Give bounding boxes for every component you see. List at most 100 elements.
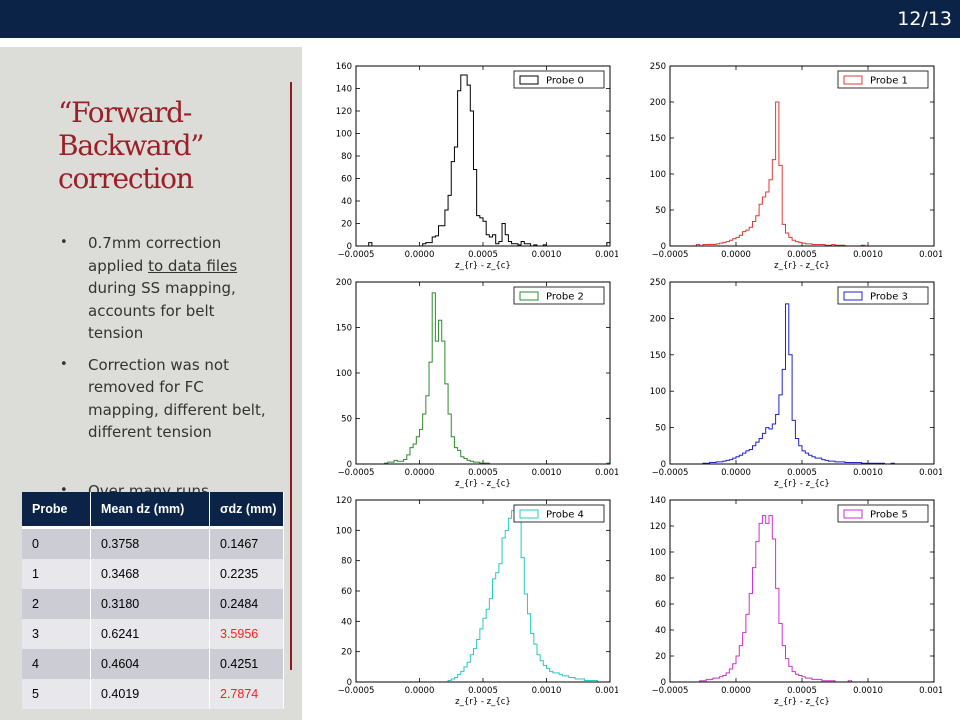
y-tick-label: 100 bbox=[650, 387, 666, 397]
histogram-probe-1: 0 50 100 150 200 250 −0.0005 0.0000 0.0005 0.0010… bbox=[650, 62, 942, 271]
cell-probe: 4 bbox=[22, 649, 91, 679]
y-tick-label: 100 bbox=[336, 526, 352, 536]
y-tick-label: 100 bbox=[336, 369, 352, 379]
header-probe: Probe bbox=[22, 492, 91, 529]
table-row: 0 0.3758 0.1467 bbox=[22, 527, 284, 559]
x-tick-label: 0.0005 bbox=[787, 250, 817, 260]
histogram-series bbox=[670, 101, 934, 247]
x-axis-label: z_{r} - z_{c} bbox=[455, 697, 511, 707]
y-tick-label: 0 bbox=[661, 242, 666, 252]
x-tick-label: −0.0005 bbox=[652, 686, 689, 696]
x-tick-label: −0.0005 bbox=[338, 686, 375, 696]
histogram-series bbox=[670, 303, 934, 465]
cell-sigma: 0.1467 bbox=[209, 527, 284, 559]
legend-swatch bbox=[843, 509, 863, 519]
plot-frame bbox=[669, 499, 935, 683]
cell-sigma: 3.5956 bbox=[209, 619, 284, 649]
y-tick-label: 50 bbox=[655, 424, 666, 434]
x-tick-label: 0.0000 bbox=[405, 250, 435, 260]
cell-probe: 5 bbox=[22, 679, 91, 709]
y-tick-label: 60 bbox=[655, 600, 666, 610]
x-tick-label: −0.0005 bbox=[338, 250, 375, 260]
y-tick-label: 40 bbox=[341, 617, 352, 627]
legend-label: Probe 2 bbox=[546, 292, 584, 303]
y-tick-label: 250 bbox=[650, 278, 666, 288]
cell-sigma: 0.2235 bbox=[209, 559, 284, 589]
x-tick-label: 0.0010 bbox=[853, 686, 883, 696]
cell-sigma: 0.2484 bbox=[209, 589, 284, 619]
y-tick-label: 80 bbox=[341, 557, 352, 567]
legend-swatch bbox=[843, 291, 863, 301]
x-tick-label: 0.0010 bbox=[853, 468, 883, 478]
x-tick-label: 0.0000 bbox=[721, 468, 751, 478]
y-tick-label: 150 bbox=[650, 351, 666, 361]
x-tick-label: 0.0000 bbox=[721, 250, 751, 260]
y-tick-label: 50 bbox=[341, 415, 352, 425]
bullet-text: 0.7mm correction applied bbox=[88, 234, 222, 275]
x-tick-label: 0.0010 bbox=[853, 250, 883, 260]
y-tick-label: 20 bbox=[655, 652, 666, 662]
cell-probe: 1 bbox=[22, 559, 91, 589]
page-number: 12/13 bbox=[897, 8, 952, 30]
y-tick-label: 0 bbox=[661, 460, 666, 470]
cell-mean: 0.4604 bbox=[90, 649, 210, 679]
y-tick-label: 0 bbox=[661, 678, 666, 688]
probe-stats-table: Probe Mean dz (mm) σdz (mm) 0 0.3758 0.1… bbox=[22, 492, 284, 709]
histogram-series bbox=[356, 507, 610, 683]
cell-sigma: 0.4251 bbox=[209, 649, 284, 679]
y-tick-label: 100 bbox=[336, 130, 352, 140]
y-tick-label: 120 bbox=[336, 107, 352, 117]
bullet-list: 0.7mm correction applied to data files d… bbox=[58, 232, 268, 511]
x-axis-label: z_{r} - z_{c} bbox=[774, 479, 830, 489]
bullet-item: 0.7mm correction applied to data files d… bbox=[58, 232, 268, 345]
cell-probe: 2 bbox=[22, 589, 91, 619]
x-tick-label: 0.0005 bbox=[787, 468, 817, 478]
y-tick-label: 60 bbox=[341, 175, 352, 185]
x-axis-label: z_{r} - z_{c} bbox=[774, 261, 830, 271]
cell-mean: 0.3180 bbox=[90, 589, 210, 619]
x-axis-label: z_{r} - z_{c} bbox=[774, 697, 830, 707]
x-axis-label: z_{r} - z_{c} bbox=[455, 479, 511, 489]
histogram-series bbox=[356, 74, 611, 247]
x-tick-label: 0.0005 bbox=[468, 250, 498, 260]
cell-mean: 0.6241 bbox=[90, 619, 210, 649]
bullet-text-continued: during SS mapping, accounts for belt ten… bbox=[88, 279, 236, 342]
cell-mean: 0.3758 bbox=[90, 527, 210, 559]
y-tick-label: 140 bbox=[650, 496, 666, 506]
histogram-series bbox=[356, 292, 611, 465]
y-tick-label: 200 bbox=[650, 98, 666, 108]
y-tick-label: 150 bbox=[336, 324, 352, 334]
x-tick-label: 0.0010 bbox=[532, 250, 562, 260]
x-tick-label: 0.0005 bbox=[468, 686, 498, 696]
histogram-probe-2: 0 50 100 150 200 −0.0005 0.0000 0.0005 0.0010 0.0… bbox=[336, 278, 618, 489]
legend-swatch bbox=[519, 509, 539, 519]
x-tick-label: 0.0000 bbox=[721, 686, 751, 696]
y-tick-label: 120 bbox=[336, 496, 352, 506]
y-tick-label: 20 bbox=[341, 220, 352, 230]
y-tick-label: 40 bbox=[655, 626, 666, 636]
y-tick-label: 140 bbox=[336, 85, 352, 95]
x-axis-label: z_{r} - z_{c} bbox=[455, 261, 511, 271]
histogram-probe-5: 0 20 40 60 80 100 120 140 −0.0005 0.0000 0.0005 0.0… bbox=[650, 496, 942, 707]
header-sigma: σdz (mm) bbox=[209, 492, 284, 529]
y-tick-label: 250 bbox=[650, 62, 666, 72]
bullet-item: Correction was not removed for FC mappin… bbox=[58, 354, 268, 444]
x-tick-label: 0.0005 bbox=[468, 468, 498, 478]
y-tick-label: 100 bbox=[650, 170, 666, 180]
histogram-probe-3: 0 50 100 150 200 250 −0.0005 0.0000 0.0005 0.0010… bbox=[650, 278, 942, 489]
legend-swatch bbox=[519, 75, 539, 85]
plot-frame bbox=[669, 65, 935, 247]
bullet-text: Correction was not removed for FC mappin… bbox=[88, 355, 266, 442]
cell-mean: 0.3468 bbox=[90, 559, 210, 589]
data-files-link[interactable]: to data files bbox=[148, 256, 238, 275]
divider-line bbox=[290, 82, 292, 670]
y-tick-label: 40 bbox=[341, 197, 352, 207]
y-tick-label: 200 bbox=[650, 314, 666, 324]
table-row: 4 0.4604 0.4251 bbox=[22, 649, 284, 679]
y-tick-label: 160 bbox=[336, 62, 352, 72]
legend-label: Probe 3 bbox=[870, 292, 908, 303]
